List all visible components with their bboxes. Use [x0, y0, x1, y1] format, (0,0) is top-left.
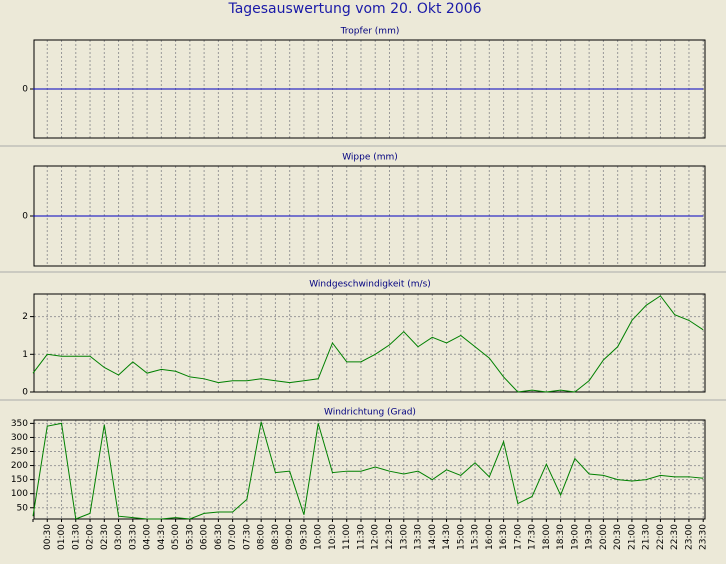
x-tick-label: 20:00 [599, 524, 609, 550]
x-tick-label: 14:30 [442, 524, 452, 550]
x-tick-label: 01:30 [71, 524, 81, 550]
x-tick-label: 21:30 [642, 524, 652, 550]
x-tick-label: 09:30 [299, 524, 309, 550]
x-tick-label: 06:00 [200, 524, 210, 550]
x-tick-label: 05:30 [185, 524, 195, 550]
x-tick-label: 02:00 [86, 524, 96, 550]
x-tick-label: 23:00 [684, 524, 694, 550]
x-tick-label: 10:30 [328, 524, 338, 550]
chart-title: Windgeschwindigkeit (m/s) [309, 280, 431, 290]
x-tick-label: 02:30 [100, 524, 110, 550]
x-tick-label: 04:30 [157, 524, 167, 550]
y-tick-label: 250 [11, 447, 28, 457]
y-tick-label: 0 [22, 85, 28, 95]
x-tick-label: 07:30 [242, 524, 252, 550]
x-tick-label: 21:00 [627, 524, 637, 550]
x-tick-label: 11:30 [356, 524, 366, 550]
x-tick-label: 00:30 [43, 524, 53, 550]
x-tick-label: 01:00 [57, 524, 67, 550]
x-tick-label: 12:30 [385, 524, 395, 550]
x-tick-label: 23:30 [699, 524, 709, 550]
x-tick-label: 22:00 [656, 524, 666, 550]
x-tick-label: 10:00 [314, 524, 324, 550]
x-tick-label: 05:00 [171, 524, 181, 550]
plot-frame [33, 293, 706, 393]
line [32, 421, 704, 520]
y-tick-label: 1 [22, 350, 28, 360]
x-tick-label: 04:00 [143, 524, 153, 550]
x-tick-label: 08:30 [271, 524, 281, 550]
chart-title: Windrichtung (Grad) [324, 408, 416, 418]
chart-title: Tropfer (mm) [340, 27, 400, 37]
y-tick-label: 50 [17, 503, 29, 513]
line [32, 295, 704, 393]
x-tick-label: 17:30 [528, 524, 538, 550]
x-tick-label: 09:00 [285, 524, 295, 550]
x-tick-label: 20:30 [613, 524, 623, 550]
y-tick-label: 0 [22, 212, 28, 222]
y-tick-label: 300 [11, 433, 28, 443]
x-tick-label: 19:30 [585, 524, 595, 550]
y-tick-label: 0 [22, 388, 28, 398]
y-tick-label: 200 [11, 461, 28, 471]
y-tick-label: 2 [22, 312, 28, 322]
x-tick-label: 08:00 [257, 524, 267, 550]
x-tick-label: 16:30 [499, 524, 509, 550]
x-tick-label: 15:00 [456, 524, 466, 550]
x-tick-label: 13:30 [414, 524, 424, 550]
x-tick-label: 13:00 [399, 524, 409, 550]
x-tick-label: 15:30 [471, 524, 481, 550]
y-tick-label: 150 [11, 475, 28, 485]
x-tick-label: 12:00 [371, 524, 381, 550]
x-tick-label: 16:00 [485, 524, 495, 550]
x-tick-label: 11:00 [342, 524, 352, 550]
x-tick-label: 06:30 [214, 524, 224, 550]
x-tick-label: 03:00 [114, 524, 124, 550]
x-tick-label: 14:00 [428, 524, 438, 550]
x-tick-label: 17:00 [513, 524, 523, 550]
x-tick-label: 19:00 [570, 524, 580, 550]
x-tick-label: 18:30 [556, 524, 566, 550]
x-tick-label: 22:30 [670, 524, 680, 550]
x-tick-label: 18:00 [542, 524, 552, 550]
y-tick-label: 100 [11, 489, 28, 499]
page-title: Tagesauswertung vom 20. Okt 2006 [227, 1, 481, 17]
plot-frame [33, 419, 706, 520]
x-tick-label: 03:30 [128, 524, 138, 550]
y-tick-label: 350 [11, 419, 28, 429]
x-tick-label: 07:00 [228, 524, 238, 550]
chart-title: Wippe (mm) [342, 153, 398, 163]
